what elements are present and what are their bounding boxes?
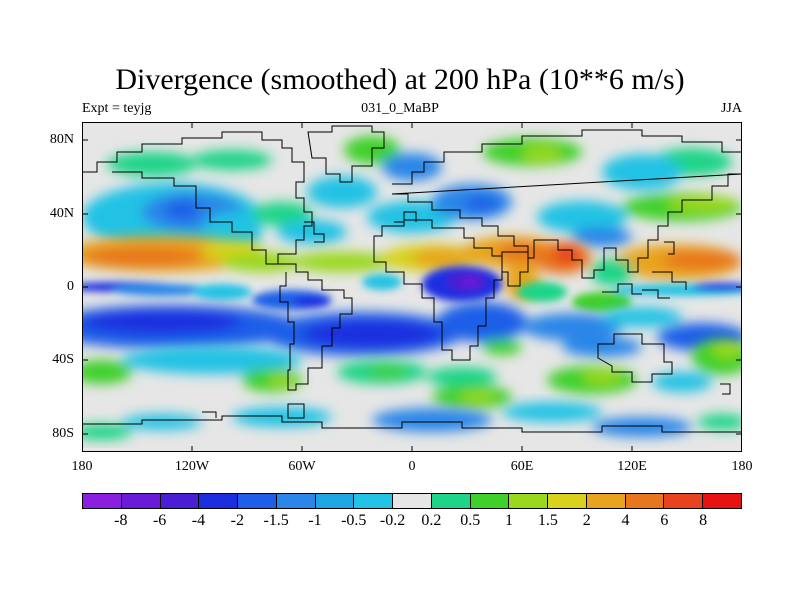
colorbar-label: 0.2 [421, 512, 442, 529]
colorbar-swatch [585, 493, 625, 509]
colorbar-swatch [663, 493, 703, 509]
colorbar-label: -2 [230, 512, 244, 529]
colorbar-swatch [237, 493, 276, 509]
lat-label-80s: 80S [52, 426, 74, 441]
colorbar-label: -1.5 [263, 512, 289, 529]
colorbar-label: 6 [660, 512, 669, 529]
plot-title: Divergence (smoothed) at 200 hPa (10**6 … [115, 63, 685, 96]
colorbar-label: 8 [699, 512, 708, 529]
coastlines [82, 125, 742, 433]
lon-label-120e: 120E [617, 459, 647, 474]
lon-label-60e: 60E [510, 459, 534, 474]
lat-label-80n: 80N [49, 132, 74, 147]
colorbar-swatch [430, 493, 470, 509]
colorbar-label: 2 [582, 512, 591, 529]
colorbar-swatch [547, 493, 586, 509]
lon-label-180e: 180 [731, 459, 753, 474]
colorbar [82, 493, 743, 509]
colorbar-swatch [508, 493, 548, 509]
colorbar-swatch [82, 493, 121, 509]
colorbar-swatch [392, 493, 431, 509]
colorbar-label: 1 [505, 512, 514, 529]
colorbar-label: -6 [152, 512, 167, 529]
axis-ticks [82, 122, 742, 452]
colorbar-label: -1 [308, 512, 322, 529]
colorbar-swatch [198, 493, 238, 509]
lon-label-60w: 60W [288, 459, 316, 474]
lat-label-40n: 40N [49, 206, 74, 221]
colorbar-swatch [275, 493, 315, 509]
lat-label-40s: 40S [52, 352, 74, 367]
lon-label-0: 0 [408, 459, 416, 474]
colorbar-swatch [624, 493, 664, 509]
colorbar-label: 4 [621, 512, 630, 529]
lon-label-180w: 180 [71, 459, 93, 474]
colorbar-label: 1.5 [537, 512, 558, 529]
colorbar-swatch [314, 493, 354, 509]
colorbar-swatch [469, 493, 509, 509]
lon-label-120w: 120W [174, 459, 210, 474]
colorbar-label: -8 [114, 512, 128, 529]
colorbar-swatch [120, 493, 160, 509]
experiment-label: Expt = teyjg [82, 101, 152, 116]
colorbar-label: 0.5 [460, 512, 481, 529]
season-label: JJA [720, 101, 742, 116]
colorbar-swatch [353, 493, 393, 509]
colorbar-label: -0.5 [341, 512, 367, 529]
run-id-label: 031_0_MaBP [361, 101, 439, 116]
colorbar-swatch [702, 493, 743, 509]
colorbar-label: -4 [191, 512, 206, 529]
colorbar-label: -0.2 [379, 512, 406, 529]
colorbar-swatch [159, 493, 199, 509]
lat-label-equator: 0 [67, 279, 74, 294]
divergence-map [82, 122, 742, 452]
